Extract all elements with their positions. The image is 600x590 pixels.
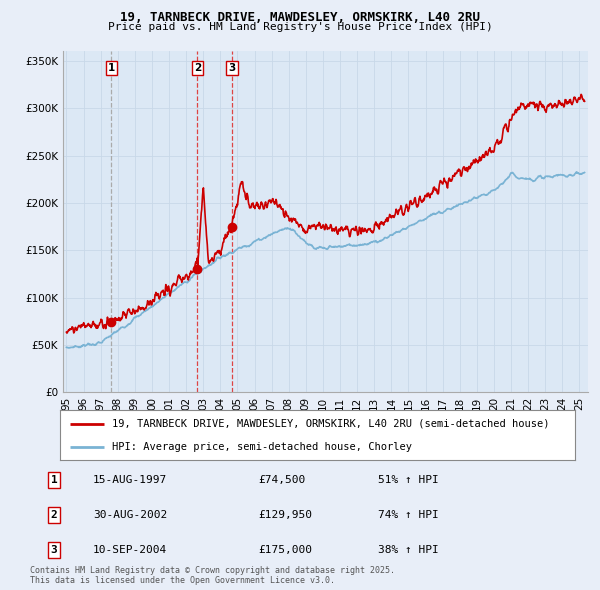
Text: 10-SEP-2004: 10-SEP-2004 <box>93 545 167 555</box>
Text: 1: 1 <box>107 63 115 73</box>
Text: Contains HM Land Registry data © Crown copyright and database right 2025.
This d: Contains HM Land Registry data © Crown c… <box>30 566 395 585</box>
Text: HPI: Average price, semi-detached house, Chorley: HPI: Average price, semi-detached house,… <box>112 441 412 451</box>
Text: £129,950: £129,950 <box>258 510 312 520</box>
Text: 2: 2 <box>50 510 58 520</box>
Text: 2: 2 <box>194 63 201 73</box>
Text: £74,500: £74,500 <box>258 475 305 485</box>
Text: 74% ↑ HPI: 74% ↑ HPI <box>378 510 439 520</box>
Text: 19, TARNBECK DRIVE, MAWDESLEY, ORMSKIRK, L40 2RU (semi-detached house): 19, TARNBECK DRIVE, MAWDESLEY, ORMSKIRK,… <box>112 418 549 428</box>
Text: 1: 1 <box>50 475 58 485</box>
Text: 3: 3 <box>229 63 236 73</box>
Text: 30-AUG-2002: 30-AUG-2002 <box>93 510 167 520</box>
Text: 51% ↑ HPI: 51% ↑ HPI <box>378 475 439 485</box>
Text: 3: 3 <box>50 545 58 555</box>
Text: 15-AUG-1997: 15-AUG-1997 <box>93 475 167 485</box>
Text: 38% ↑ HPI: 38% ↑ HPI <box>378 545 439 555</box>
Text: Price paid vs. HM Land Registry's House Price Index (HPI): Price paid vs. HM Land Registry's House … <box>107 22 493 32</box>
Text: £175,000: £175,000 <box>258 545 312 555</box>
Text: 19, TARNBECK DRIVE, MAWDESLEY, ORMSKIRK, L40 2RU: 19, TARNBECK DRIVE, MAWDESLEY, ORMSKIRK,… <box>120 11 480 24</box>
